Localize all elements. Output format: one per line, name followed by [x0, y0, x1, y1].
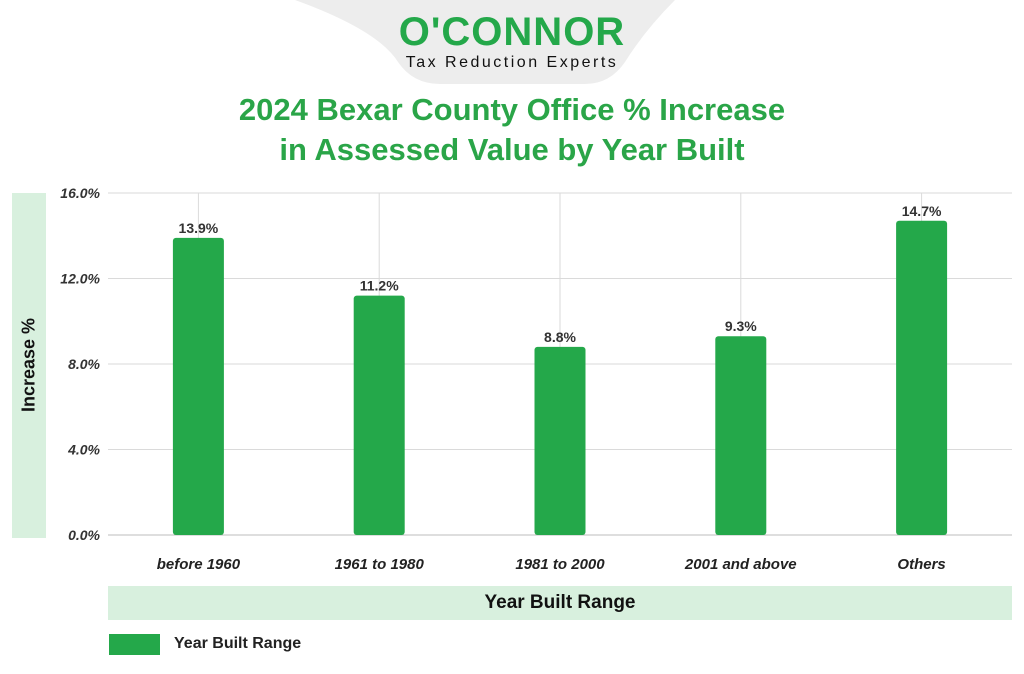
- bar: [534, 346, 586, 535]
- chart-title-line-2: in Assessed Value by Year Built: [279, 132, 745, 167]
- y-axis-label-band: [12, 193, 46, 538]
- brand-logo-name: O'CONNOR: [398, 10, 626, 54]
- x-tick-label: 1981 to 2000: [515, 556, 605, 573]
- x-axis-label: Year Built Range: [484, 592, 636, 613]
- chart-title: 2024 Bexar County Office % Increase in A…: [0, 90, 1024, 170]
- logo-tab-shape: [295, 0, 675, 84]
- y-tick-label: 0.0%: [68, 527, 100, 543]
- legend-swatch: [109, 633, 160, 655]
- y-tick-label: 8.0%: [68, 356, 100, 372]
- legend-label: Year Built Range: [174, 635, 302, 652]
- legend: Year Built Range: [109, 632, 301, 656]
- x-axis-label-band: Year Built Range: [108, 586, 1012, 620]
- brand-logo-tagline: Tax Reduction Experts: [405, 54, 619, 71]
- bar: [172, 237, 224, 535]
- y-tick-label: 16.0%: [60, 185, 100, 201]
- bar-value-label: 14.7%: [902, 203, 942, 219]
- x-tick-label: 1961 to 1980: [335, 556, 425, 573]
- bar-value-label: 11.2%: [360, 278, 399, 294]
- logo-tab: [295, 0, 675, 84]
- bar-value-label: 13.9%: [179, 220, 219, 236]
- bar-value-label: 8.8%: [544, 329, 576, 345]
- bar: [896, 220, 948, 535]
- x-tick-label: Others: [897, 556, 945, 573]
- y-tick-label: 4.0%: [67, 442, 100, 458]
- bar: [715, 336, 767, 535]
- chart-title-line-1: 2024 Bexar County Office % Increase: [238, 92, 786, 127]
- y-tick-label: 12.0%: [60, 271, 100, 287]
- bar: [353, 295, 405, 535]
- bar-chart: 0.0% 4.0% 8.0% 12.0% 16.0% 13.9% before 1960 11…: [60, 185, 1012, 573]
- bar-value-label: 9.3%: [725, 318, 757, 334]
- x-tick-label: before 1960: [157, 556, 241, 573]
- x-tick-label: 2001 and above: [684, 556, 797, 573]
